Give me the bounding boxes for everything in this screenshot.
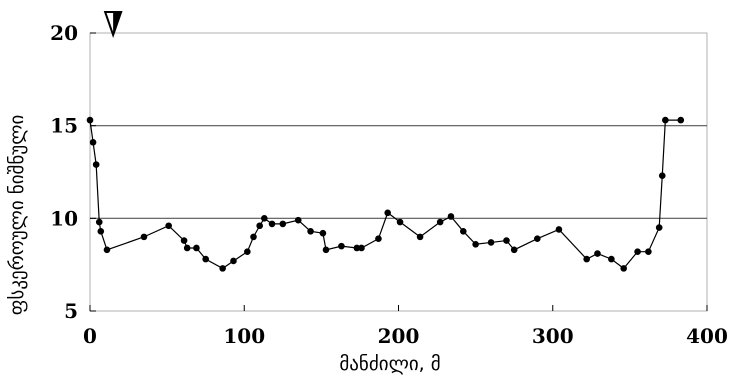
data-point xyxy=(279,220,287,228)
y-tick-label: 15 xyxy=(50,114,78,138)
data-point xyxy=(555,226,563,233)
data-point xyxy=(140,233,148,241)
data-point xyxy=(89,139,97,146)
data-point xyxy=(436,218,444,226)
data-point xyxy=(250,233,257,241)
reference-lines xyxy=(90,125,707,219)
water-level-marker-group xyxy=(103,11,123,39)
y-tick-label: 10 xyxy=(50,206,78,230)
data-point xyxy=(202,255,209,263)
x-tick-label: 100 xyxy=(223,324,265,348)
data-point xyxy=(268,220,276,228)
data-point xyxy=(294,216,302,224)
data-series xyxy=(86,116,685,272)
data-point xyxy=(620,265,628,272)
data-point xyxy=(244,248,251,255)
data-point xyxy=(662,116,669,124)
water-level-triangle-shade xyxy=(113,12,122,35)
x-tick-label: 300 xyxy=(532,324,574,348)
data-point xyxy=(634,248,641,255)
x-tick-label: 0 xyxy=(83,324,97,348)
data-point xyxy=(261,215,268,222)
data-point xyxy=(677,116,685,124)
data-point xyxy=(645,248,652,255)
data-point xyxy=(193,244,200,252)
data-point xyxy=(353,244,361,252)
data-point xyxy=(510,246,518,254)
data-point xyxy=(534,235,541,243)
data-point xyxy=(86,116,94,124)
data-point xyxy=(375,235,382,243)
data-point xyxy=(103,246,111,254)
data-point xyxy=(447,213,455,220)
data-point xyxy=(165,222,172,230)
data-point xyxy=(97,228,105,235)
x-tick-label: 400 xyxy=(686,324,728,348)
data-point xyxy=(338,242,345,250)
data-point xyxy=(472,240,479,248)
y-tick-label: 20 xyxy=(50,21,78,45)
plot-frame xyxy=(89,32,708,312)
data-point xyxy=(459,228,467,235)
axis-ticks: 0 100 200 300 400 5 10 15 20 xyxy=(50,21,728,348)
series-line-0 xyxy=(89,119,681,270)
data-point xyxy=(307,228,314,235)
x-tick-label: 200 xyxy=(378,324,420,348)
data-point xyxy=(183,244,191,252)
data-point xyxy=(180,237,188,244)
data-point xyxy=(503,237,510,244)
data-point xyxy=(95,218,103,226)
data-point xyxy=(583,255,590,263)
data-point xyxy=(358,244,365,252)
data-point xyxy=(416,233,424,241)
data-point xyxy=(384,209,392,217)
x-axis-title: მანძილი, მ xyxy=(339,353,440,375)
y-tick-label: 5 xyxy=(64,299,78,323)
y-axis-title: ფსკეროული ნიშნული xyxy=(6,115,28,316)
data-point xyxy=(256,222,263,230)
data-point xyxy=(658,172,666,180)
data-point xyxy=(655,224,663,231)
data-point xyxy=(322,246,330,254)
data-point xyxy=(608,255,615,263)
data-point xyxy=(319,229,327,237)
data-point xyxy=(92,161,100,168)
data-point xyxy=(594,250,601,257)
data-point xyxy=(219,265,226,272)
data-point xyxy=(396,218,404,226)
data-point xyxy=(487,239,495,246)
data-point xyxy=(230,257,237,265)
